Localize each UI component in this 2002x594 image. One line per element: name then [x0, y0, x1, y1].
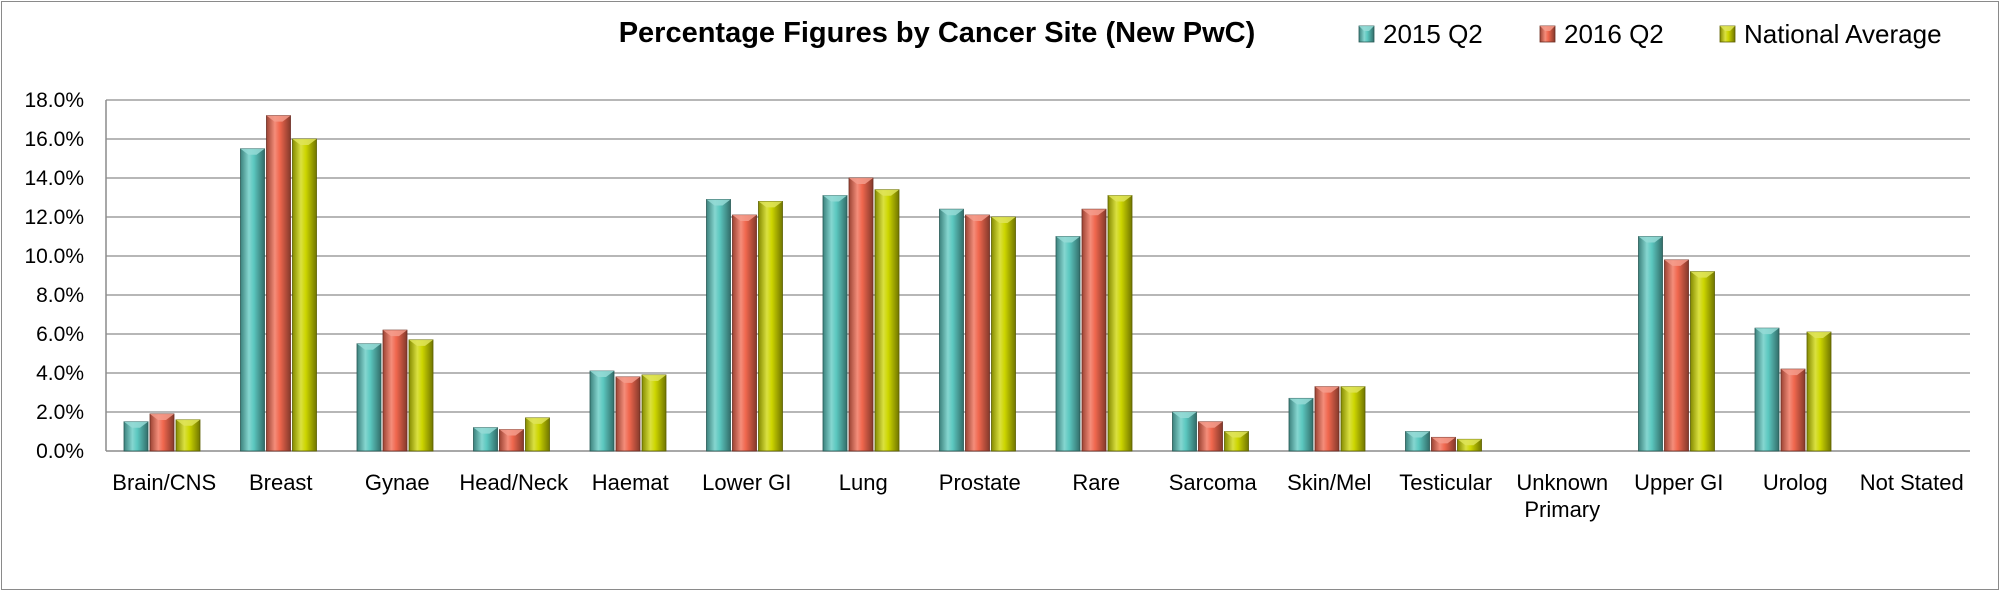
legend-label: 2015 Q2 [1383, 19, 1483, 49]
y-tick-label: 4.0% [36, 362, 84, 385]
legend-label: 2016 Q2 [1564, 19, 1664, 49]
x-category-label: Upper GI [1634, 470, 1723, 495]
bar [356, 343, 382, 452]
bar [1457, 438, 1482, 452]
bar [1055, 236, 1081, 452]
legend-item: 2016 Q2 [1539, 19, 1664, 49]
bar [175, 419, 201, 452]
bar [991, 216, 1016, 452]
y-tick-label: 2.0% [36, 401, 84, 424]
x-category-label: Sarcoma [1169, 470, 1258, 495]
bar [1107, 195, 1133, 452]
x-category-label: Lung [839, 470, 888, 495]
bar [473, 427, 498, 452]
bar [1314, 386, 1340, 452]
bar [641, 374, 667, 452]
bar [1288, 397, 1314, 452]
x-category-label: Lower GI [702, 470, 791, 495]
bar [149, 413, 175, 452]
bar [1664, 259, 1689, 452]
bar [1081, 208, 1107, 452]
bar [1431, 436, 1456, 452]
bar [1754, 327, 1780, 452]
x-category-label: Haemat [592, 470, 669, 495]
x-category-label: Rare [1072, 470, 1120, 495]
bar [874, 189, 900, 452]
x-category-label: Prostate [939, 470, 1021, 495]
bar [266, 115, 291, 452]
y-tick-label: 16.0% [24, 128, 84, 151]
x-axis-category-labels: Brain/CNS Breast Gynae Head/Neck Haemat Lower… [112, 470, 1963, 522]
bar [1198, 421, 1223, 452]
bar [1690, 271, 1715, 452]
bar [848, 177, 874, 452]
bar [525, 417, 550, 452]
bar [1638, 236, 1663, 452]
bar [1405, 431, 1430, 452]
legend: 2015 Q2 2016 Q2 National Average [1358, 19, 1942, 49]
bar [822, 195, 848, 452]
bar [1224, 431, 1249, 452]
bar [939, 208, 964, 452]
bar [408, 339, 434, 452]
x-category-label: Urolog [1763, 470, 1828, 495]
legend-item: National Average [1719, 19, 1942, 49]
legend-label: National Average [1744, 19, 1942, 49]
chart-title: Percentage Figures by Cancer Site (New P… [619, 17, 1256, 49]
x-category-label: Brain/CNS [112, 470, 216, 495]
x-category-label: Skin/Mel [1287, 470, 1371, 495]
bar [123, 421, 149, 452]
bars [123, 115, 1832, 452]
y-tick-label: 14.0% [24, 167, 84, 190]
bar [615, 376, 641, 452]
y-axis-tick-labels: 0.0% 2.0% 4.0% 6.0% 8.0% 10.0% 12.0% 14.0% 16.0%… [24, 89, 84, 463]
x-category-label: Primary [1524, 497, 1600, 522]
bar [382, 329, 408, 452]
bar [499, 429, 524, 452]
legend-item: 2015 Q2 [1358, 19, 1483, 49]
bar [589, 370, 615, 452]
bar [292, 138, 317, 452]
bar [965, 214, 990, 452]
y-tick-label: 10.0% [24, 245, 84, 268]
x-category-label: Unknown [1516, 470, 1608, 495]
y-tick-label: 6.0% [36, 323, 84, 346]
bar [758, 200, 783, 452]
y-tick-label: 12.0% [24, 206, 84, 229]
y-tick-label: 8.0% [36, 284, 84, 307]
bar [240, 148, 265, 452]
bar [732, 214, 757, 452]
x-category-label: Head/Neck [459, 470, 569, 495]
bar [706, 199, 731, 452]
x-category-label: Not Stated [1860, 470, 1964, 495]
x-category-label: Breast [249, 470, 313, 495]
y-tick-label: 18.0% [24, 89, 84, 112]
x-category-label: Testicular [1399, 470, 1492, 495]
x-category-label: Gynae [365, 470, 430, 495]
bar [1806, 331, 1832, 452]
bar [1172, 411, 1197, 452]
bar [1780, 368, 1806, 452]
y-tick-label: 0.0% [36, 440, 84, 463]
bar [1340, 386, 1366, 452]
